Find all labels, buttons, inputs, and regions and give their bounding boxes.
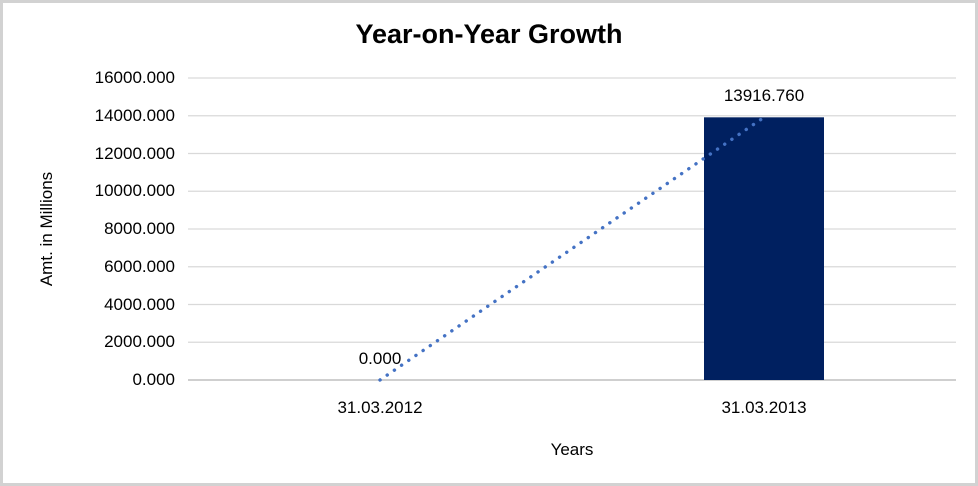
data-label: 0.000 [358,349,402,368]
y-tick-label: 8000.000 [104,219,175,238]
x-tick-label: 31.03.2012 [337,398,423,417]
data-label: 13916.760 [723,86,805,106]
trendline [378,115,766,382]
y-tick-label: 2000.000 [104,332,175,352]
y-tick-label: 16000.000 [94,68,175,87]
x-tick-label: 31.03.2013 [721,398,807,417]
y-tick-label: 0.000 [132,370,175,389]
y-tick-label: 14000.000 [94,105,175,125]
x-axis-title: Years [550,440,594,459]
y-tick-label: 4000.000 [104,294,175,314]
plot-area [188,77,956,382]
y-tick-label: 6000.000 [104,256,175,276]
y-tick-label: 10000.000 [94,181,175,201]
bar-31.03.2013 [704,117,824,380]
y-tick-label: 12000.000 [94,143,175,163]
chart-title: Year-on-Year Growth [355,19,623,49]
